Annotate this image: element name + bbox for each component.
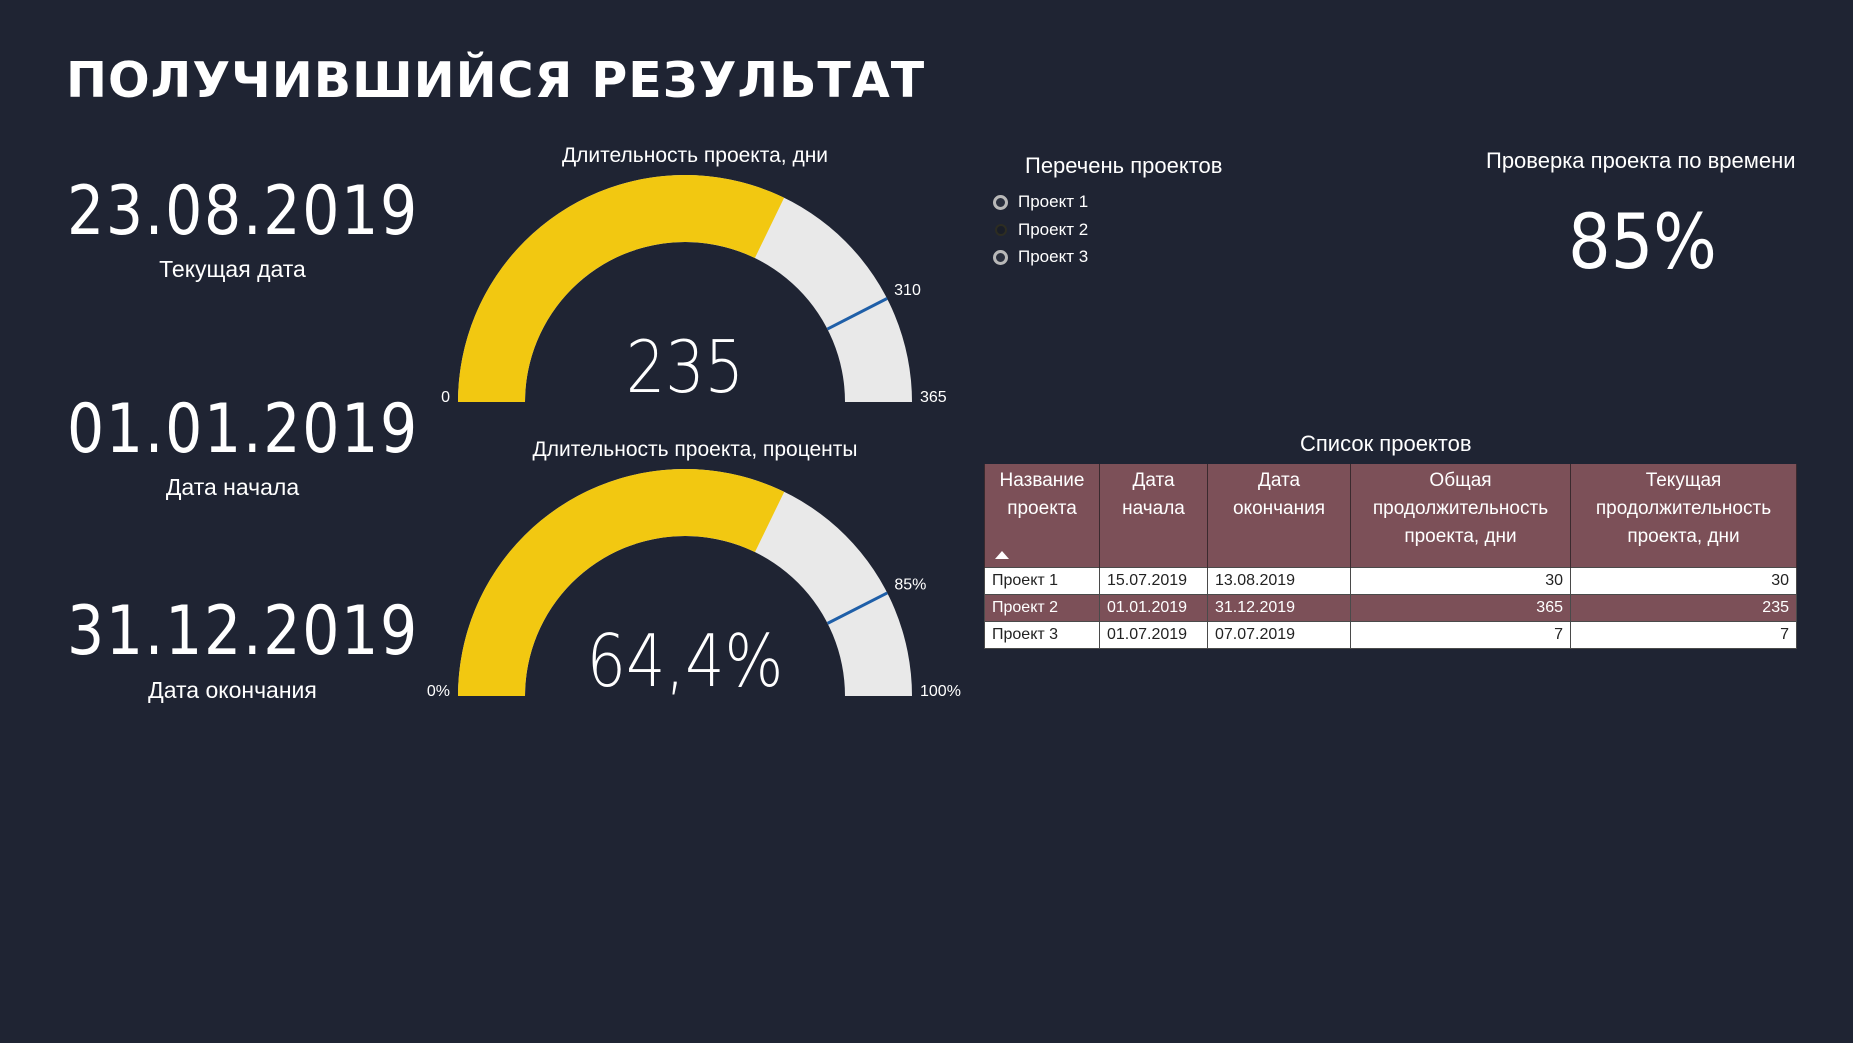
gauge-days: 0 365 310 235 — [441, 175, 947, 410]
table-header-row: Название проекта Дата начала Дата оконча… — [984, 464, 1797, 567]
column-header-total-duration[interactable]: Общая продолжительность проекта, дни — [1350, 464, 1571, 567]
column-header-start-label: Дата начала — [1122, 470, 1185, 519]
radio-project-1[interactable]: Проект 1 — [993, 190, 1088, 214]
gauge-percent-max-label: 100% — [920, 683, 961, 700]
radio-on-icon[interactable] — [993, 194, 1008, 210]
gauge-days-value: 235 — [626, 326, 744, 410]
column-header-total-duration-label: Общая продолжительность проекта, дни — [1372, 470, 1549, 547]
cell-total-duration: 7 — [1350, 620, 1571, 649]
cell-start-date: 15.07.2019 — [1099, 566, 1208, 595]
sort-ascending-icon[interactable] — [995, 550, 1009, 559]
table-row[interactable]: Проект 3 01.07.2019 07.07.2019 7 7 — [984, 620, 1797, 649]
cell-current-duration: 7 — [1570, 620, 1797, 649]
cell-end-date: 07.07.2019 — [1207, 620, 1351, 649]
cell-start-date: 01.01.2019 — [1099, 593, 1208, 622]
gauge-days-min-label: 0 — [441, 389, 450, 406]
gauge-days-target-label: 310 — [894, 282, 921, 299]
gauge-percent-min-label: 0% — [427, 683, 450, 700]
column-header-current-duration-label: Текущая продолжительность проекта, дни — [1595, 470, 1772, 547]
radio-project-3[interactable]: Проект 3 — [993, 245, 1088, 269]
time-check-value: 85% — [1568, 197, 1717, 286]
radio-project-2[interactable]: Проект 2 — [993, 218, 1088, 242]
start-date-caption: Дата начала — [165, 474, 300, 500]
table-row[interactable]: Проект 2 01.01.2019 31.12.2019 365 235 — [984, 593, 1797, 622]
gauge-days-fill — [458, 175, 785, 402]
gauge-percent-value: 64,4% — [587, 620, 784, 704]
radio-project-1-label: Проект 1 — [1018, 192, 1089, 211]
column-header-end[interactable]: Дата окончания — [1207, 464, 1351, 567]
table-title: Список проектов — [1300, 431, 1472, 456]
cell-total-duration: 30 — [1350, 566, 1571, 595]
gauge-percent-target-label: 85% — [894, 576, 926, 593]
start-date-value: 01.01.2019 — [66, 390, 419, 469]
time-check-title: Проверка проекта по времени — [1486, 148, 1796, 173]
radio-on-icon[interactable] — [993, 249, 1008, 265]
end-date-value: 31.12.2019 — [66, 592, 419, 671]
cell-project-name: Проект 1 — [984, 566, 1100, 595]
end-date-caption: Дата окончания — [148, 677, 317, 703]
cell-total-duration: 365 — [1350, 593, 1571, 622]
gauge-percent-title: Длительность проекта, проценты — [532, 438, 858, 461]
current-date-value: 23.08.2019 — [66, 172, 419, 251]
column-header-end-label: Дата окончания — [1232, 470, 1325, 519]
current-date-caption: Текущая дата — [159, 256, 306, 282]
column-header-name-label: Название проекта — [999, 470, 1085, 519]
radio-project-2-label: Проект 2 — [1018, 220, 1089, 239]
table-row[interactable]: Проект 1 15.07.2019 13.08.2019 30 30 — [984, 566, 1797, 595]
column-header-name[interactable]: Название проекта — [984, 464, 1100, 567]
cell-project-name: Проект 3 — [984, 620, 1100, 649]
column-header-start[interactable]: Дата начала — [1099, 464, 1208, 567]
cell-project-name: Проект 2 — [984, 593, 1100, 622]
project-list-title: Перечень проектов — [1025, 153, 1223, 178]
cell-start-date: 01.07.2019 — [1099, 620, 1208, 649]
gauge-percent-target-marker — [826, 591, 888, 625]
radio-project-3-label: Проект 3 — [1018, 247, 1089, 266]
gauge-days-target-marker — [826, 297, 888, 331]
page-title: ПОЛУЧИВШИЙСЯ РЕЗУЛЬТАТ — [66, 52, 926, 109]
radio-off-icon[interactable] — [995, 224, 1007, 236]
cell-current-duration: 235 — [1570, 593, 1797, 622]
gauge-days-max-label: 365 — [920, 389, 947, 406]
gauge-percent-fill — [458, 468, 785, 696]
cell-end-date: 13.08.2019 — [1207, 566, 1351, 595]
cell-end-date: 31.12.2019 — [1207, 593, 1351, 622]
projects-table: Название проекта Дата начала Дата оконча… — [984, 464, 1797, 649]
gauge-percent: 0% 100% 85% 64,4% — [427, 468, 961, 704]
column-header-current-duration[interactable]: Текущая продолжительность проекта, дни — [1570, 464, 1797, 567]
gauge-days-title: Длительность проекта, дни — [561, 144, 829, 167]
cell-current-duration: 30 — [1570, 566, 1797, 595]
